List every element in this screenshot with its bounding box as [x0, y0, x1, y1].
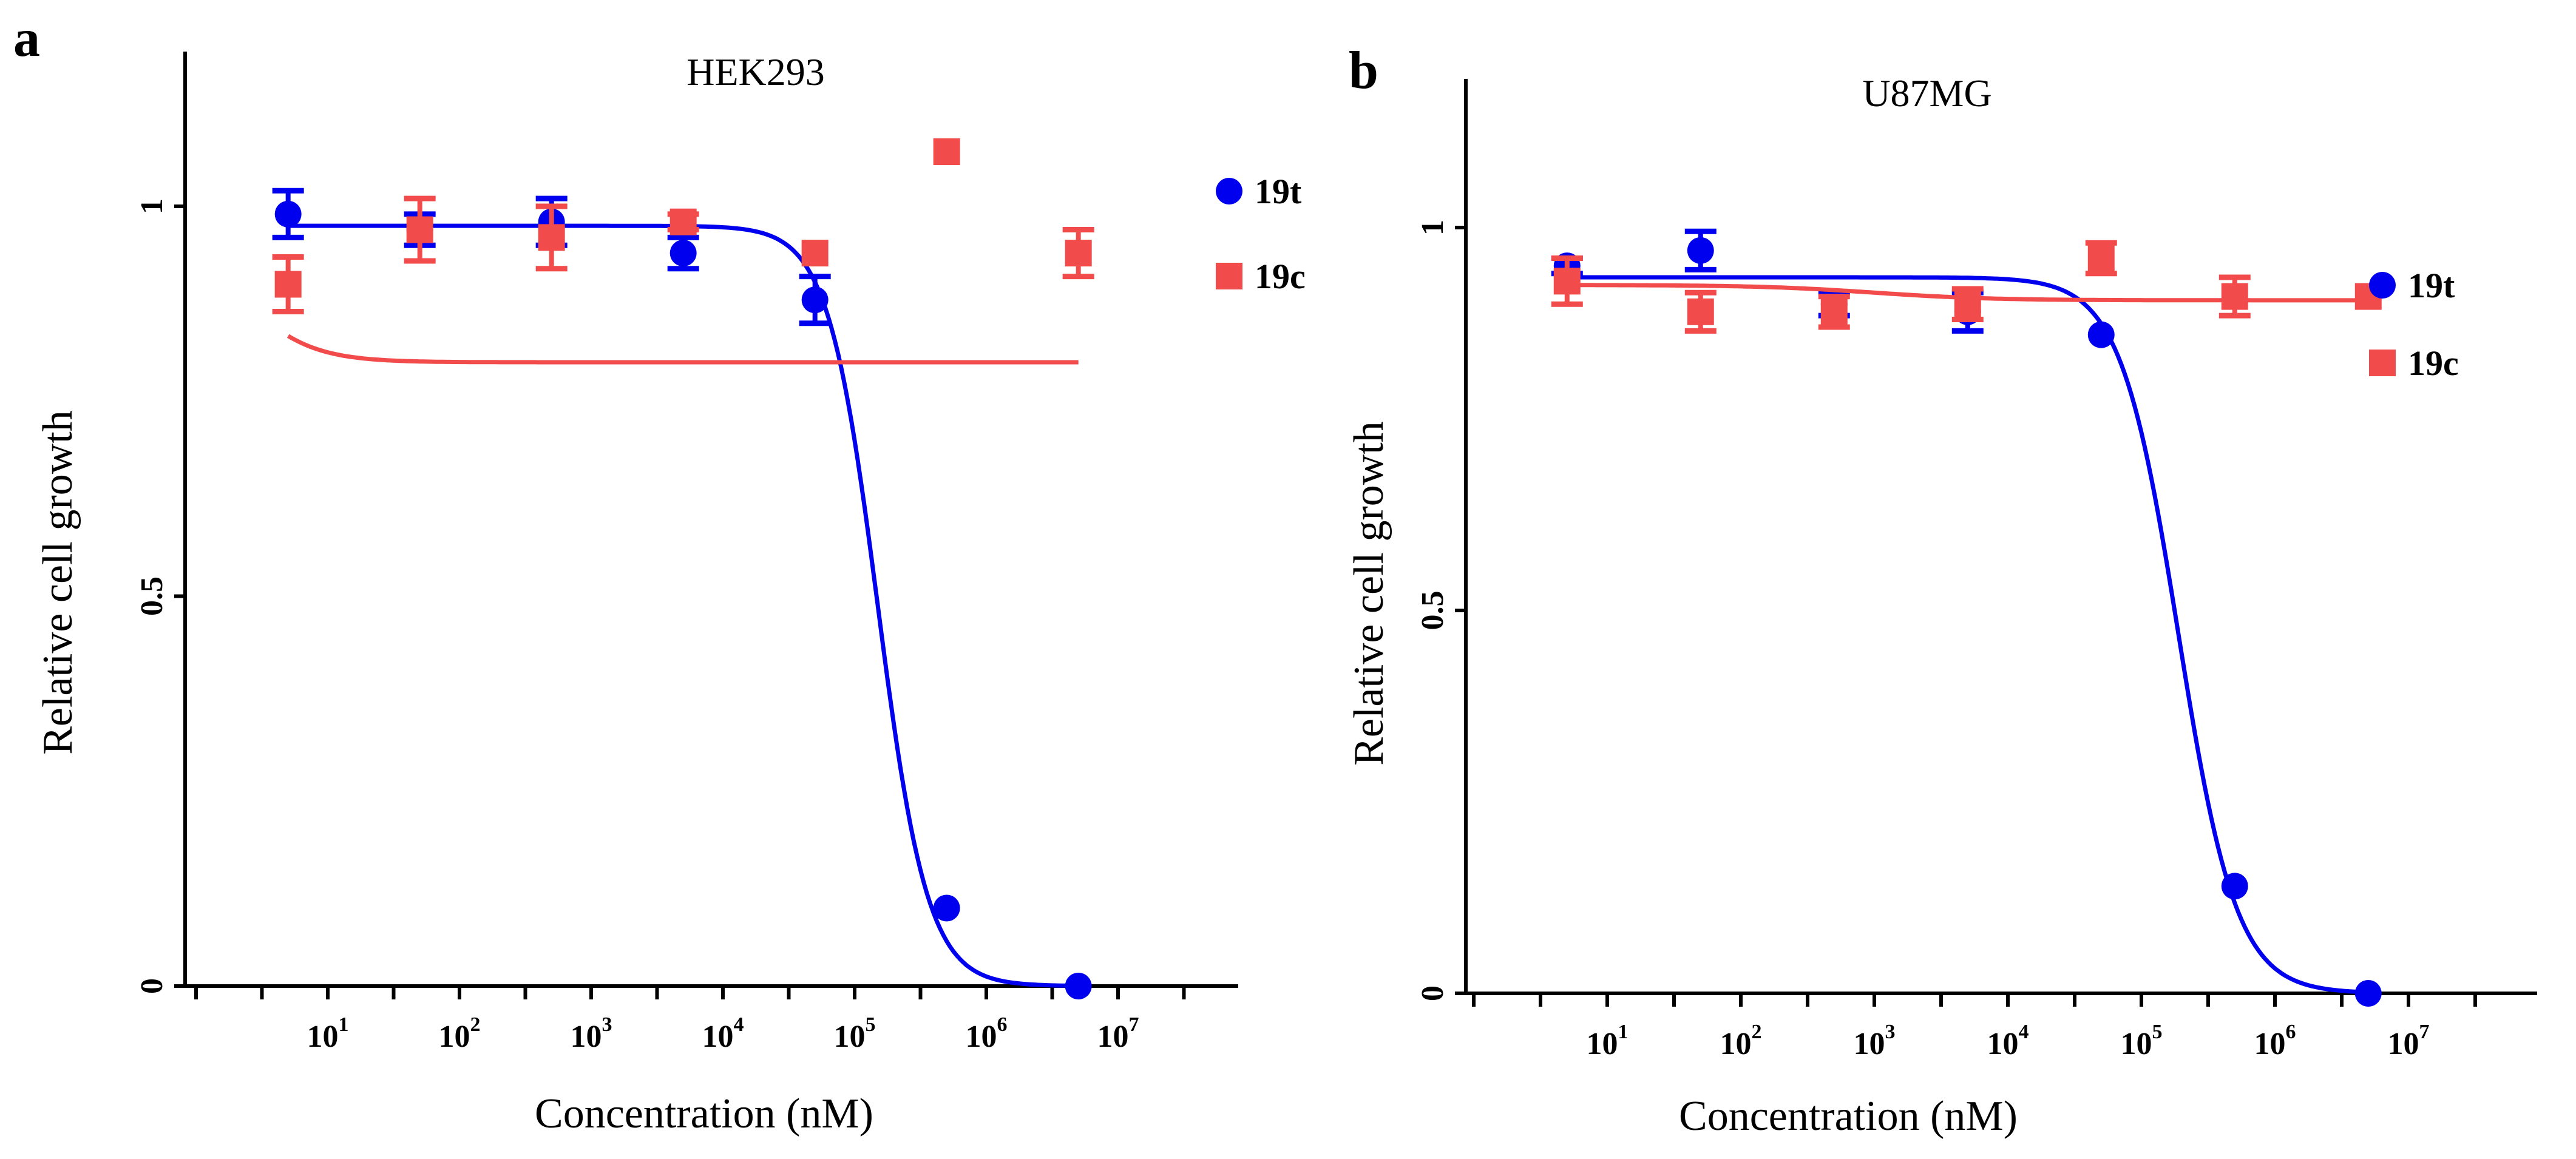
- x-tick-label: 106: [2254, 1021, 2296, 1061]
- legend: 19t 19c: [2369, 266, 2459, 383]
- plot-marks: [272, 138, 1094, 999]
- x-tick-label: 107: [2388, 1021, 2430, 1061]
- y-tick-label: 0.5: [135, 576, 169, 616]
- fit-curve-19t: [1567, 275, 2368, 995]
- data-point-19c: [2087, 245, 2115, 272]
- x-tick-label: 103: [1854, 1021, 1896, 1061]
- data-point-19c: [1954, 291, 1981, 318]
- y-tick-label: 1: [135, 198, 169, 214]
- y-axis-label: Relative cell growth: [35, 410, 81, 755]
- data-point-19c: [1687, 298, 1714, 325]
- axes: 0 0.5 1 101 102 103 104 105 106 107: [135, 52, 1238, 1054]
- legend-label-19c: 19c: [2408, 343, 2459, 383]
- x-tick-label: 107: [1097, 1013, 1139, 1054]
- legend-label-19t: 19t: [1255, 172, 1302, 211]
- data-point-19c: [801, 240, 829, 267]
- data-point-19t: [801, 286, 829, 314]
- x-tick-label: 105: [2121, 1021, 2163, 1061]
- data-point-19t: [1065, 973, 1092, 999]
- data-point-19c: [933, 138, 960, 166]
- y-tick-label: 0: [1415, 985, 1450, 1001]
- data-point-19c: [538, 224, 565, 251]
- legend-marker-19c: [1216, 263, 1242, 289]
- fit-curve-19c: [286, 334, 1079, 365]
- fit-curve-19t: [288, 223, 1079, 988]
- y-tick-label: 0.5: [1415, 591, 1450, 630]
- x-tick-label: 102: [1720, 1021, 1762, 1061]
- x-tick-label: 101: [1587, 1021, 1629, 1061]
- axes: 0 0.5 1 101 102 103 104 105 106 107: [1415, 79, 2537, 1061]
- data-point-19t: [2221, 873, 2248, 900]
- x-axis-label: Concentration (nM): [1679, 1093, 2018, 1140]
- x-tick-label: 101: [307, 1013, 349, 1054]
- data-point-19c: [406, 216, 433, 243]
- legend-marker-19t: [1216, 178, 1242, 204]
- data-point-19t: [2354, 980, 2382, 1007]
- legend-marker-19t: [2369, 272, 2396, 299]
- panel-b: b U87MG Concentration (nM) Relative cell…: [1346, 41, 2537, 1140]
- y-tick-label: 1: [1415, 220, 1450, 235]
- data-point-19t: [1687, 237, 1714, 264]
- x-tick-label: 103: [571, 1013, 612, 1054]
- chart-title: U87MG: [1862, 72, 1991, 115]
- y-tick-label: 0: [135, 978, 169, 994]
- legend-label-19t: 19t: [2408, 266, 2455, 305]
- x-tick-label: 105: [834, 1013, 876, 1054]
- data-point-19c: [2221, 283, 2248, 310]
- panel-letter: b: [1349, 41, 1378, 100]
- panel-a: a HEK293 Concentration (nM) Relative cel…: [13, 9, 1306, 1137]
- series-19t: [272, 188, 1092, 999]
- series-19t: [1551, 228, 2382, 1007]
- x-axis-label: Concentration (nM): [535, 1090, 873, 1137]
- panel-letter: a: [13, 9, 40, 68]
- x-tick-label: 106: [966, 1013, 1008, 1054]
- data-point-19c: [1553, 268, 1581, 295]
- data-point-19t: [669, 240, 697, 267]
- data-point-19t: [274, 200, 302, 228]
- x-tick-label: 104: [702, 1013, 744, 1054]
- data-point-19c: [274, 271, 302, 298]
- x-tick-label: 104: [1987, 1021, 2029, 1061]
- legend: 19t 19c: [1216, 172, 1306, 296]
- series-19c: [1551, 240, 2382, 334]
- x-tick-label: 102: [439, 1013, 481, 1054]
- legend-label-19c: 19c: [1255, 257, 1306, 296]
- plot-marks: [1551, 228, 2382, 1007]
- series-19c: [272, 138, 1094, 365]
- data-point-19t: [2087, 321, 2115, 348]
- data-point-19t: [933, 894, 960, 922]
- chart-title: HEK293: [686, 50, 825, 93]
- data-point-19c: [1065, 240, 1092, 267]
- data-point-19c: [1820, 298, 1848, 325]
- legend-marker-19c: [2369, 350, 2396, 376]
- y-axis-label: Relative cell growth: [1346, 421, 1392, 766]
- data-point-19c: [669, 208, 697, 235]
